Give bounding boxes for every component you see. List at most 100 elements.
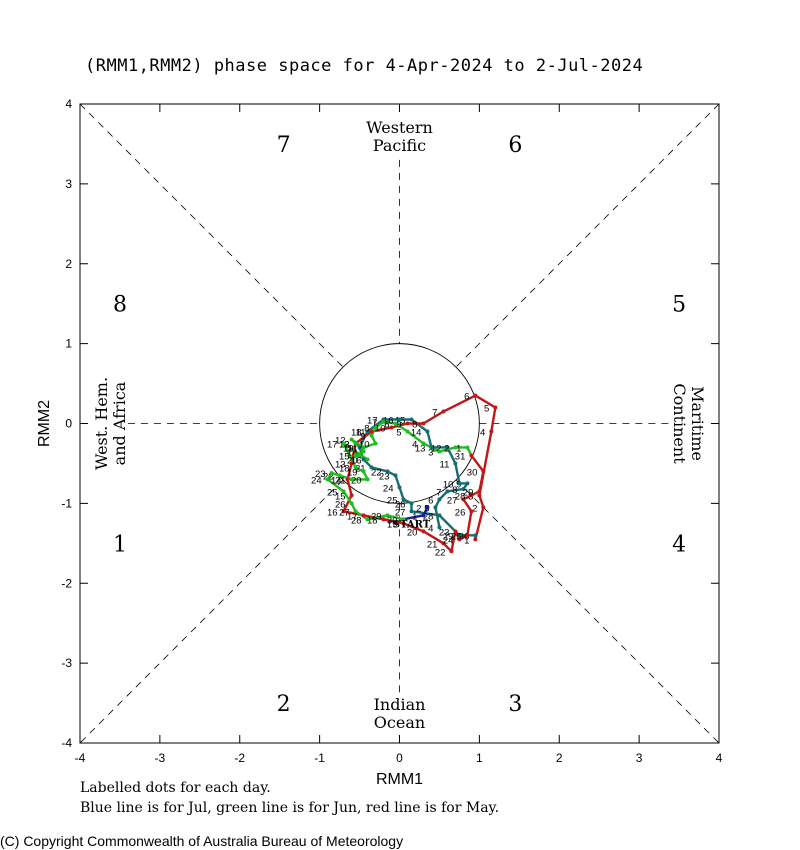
day-label: 14 (411, 427, 422, 438)
day-label: 8 (364, 423, 369, 434)
day-dot (345, 477, 350, 482)
day-label: 29 (371, 511, 382, 522)
day-dot (445, 445, 450, 450)
y-tick-label: 3 (65, 177, 72, 191)
day-label: 12 (431, 443, 442, 454)
day-label: 21 (355, 463, 366, 474)
day-dot (389, 425, 394, 430)
day-label: 15 (335, 491, 346, 502)
day-label: 30 (467, 467, 478, 478)
day-dot (437, 497, 442, 502)
day-label: 1 (456, 443, 461, 454)
day-dot (425, 505, 430, 510)
day-dot (381, 419, 386, 424)
day-label: 19 (343, 443, 354, 454)
day-label: 31 (455, 451, 466, 462)
region-label-ocean: Ocean (374, 713, 425, 732)
x-tick-label: -1 (314, 751, 325, 765)
day-dot (349, 461, 354, 466)
day-dot (397, 485, 402, 490)
day-dot (453, 461, 458, 466)
day-label: 6 (384, 420, 389, 431)
day-label: 25 (451, 531, 462, 542)
y-tick-label: -4 (61, 736, 72, 750)
day-dot (365, 457, 370, 462)
day-label: 26 (455, 507, 466, 518)
day-dot (393, 473, 398, 478)
day-dot (353, 465, 358, 470)
day-label: 21 (335, 475, 346, 486)
day-dot (429, 445, 434, 450)
day-dot (365, 477, 370, 482)
day-label: 26 (335, 499, 346, 510)
day-label: 10 (375, 423, 386, 434)
day-dot (385, 513, 390, 518)
day-dot (453, 445, 458, 450)
day-dot (437, 513, 442, 518)
phase-number-2: 2 (277, 692, 291, 717)
day-label: 19 (387, 519, 398, 530)
day-dot (473, 393, 478, 398)
day-label: 25 (387, 495, 398, 506)
day-label: 2 (444, 443, 449, 454)
day-label: 21 (427, 539, 438, 550)
day-dot (469, 453, 474, 458)
phase-number-7: 7 (277, 133, 291, 158)
day-label: 11 (440, 459, 450, 470)
x-tick-label: 2 (556, 751, 563, 765)
day-dot (477, 493, 482, 498)
day-dot (457, 537, 462, 542)
day-label: 7 (372, 418, 377, 429)
day-label: 27 (395, 507, 406, 518)
day-dot (469, 493, 474, 498)
y-tick-label: 0 (65, 417, 72, 431)
day-label: 28 (455, 491, 466, 502)
day-dot (441, 409, 446, 414)
day-label: 30 (387, 515, 398, 526)
note-line-colors: Blue line is for Jul, green line is for … (80, 800, 500, 816)
day-label: 16 (383, 416, 394, 427)
day-dot (433, 505, 438, 510)
day-dot (361, 513, 366, 518)
day-label: 14 (347, 447, 358, 458)
day-dot (353, 453, 358, 458)
day-label: 16 (327, 507, 338, 518)
day-label: 19 (347, 467, 358, 478)
day-dot (421, 529, 426, 534)
y-tick-label: -3 (61, 656, 72, 670)
day-label: 8 (452, 485, 457, 496)
start-label: START (393, 519, 431, 530)
day-label: 30 (459, 531, 470, 542)
y-tick-label: 1 (65, 337, 72, 351)
region-label-maritime: Maritime (688, 386, 707, 461)
day-dot (421, 421, 426, 426)
day-label: 2 (472, 503, 477, 514)
day-label: 15 (339, 451, 350, 462)
day-label: 29 (443, 531, 454, 542)
day-label: 9 (360, 431, 365, 442)
day-label: 24 (311, 475, 322, 486)
day-dot (473, 537, 478, 542)
day-label: 4 (428, 523, 433, 534)
day-dot (369, 465, 374, 470)
diagonal-line (455, 103, 720, 368)
day-dot (465, 533, 470, 538)
day-dot (449, 549, 454, 554)
day-dot (405, 421, 410, 426)
day-label: 24 (383, 483, 394, 494)
series-line-jun (326, 420, 468, 521)
x-tick-label: 3 (636, 751, 643, 765)
x-tick-label: 0 (396, 751, 403, 765)
day-dot (469, 509, 474, 514)
diagonal-line (455, 479, 720, 744)
day-label: 9 (396, 420, 401, 431)
day-label: 7 (432, 408, 437, 419)
diagonal-line (79, 479, 344, 744)
day-label: 11 (356, 427, 366, 438)
day-dot (409, 417, 414, 422)
x-axis-label: RMM1 (376, 771, 423, 788)
day-dot (369, 433, 374, 438)
day-dot (401, 521, 406, 526)
x-tick-label: -3 (155, 751, 166, 765)
day-label: 18 (339, 463, 350, 474)
